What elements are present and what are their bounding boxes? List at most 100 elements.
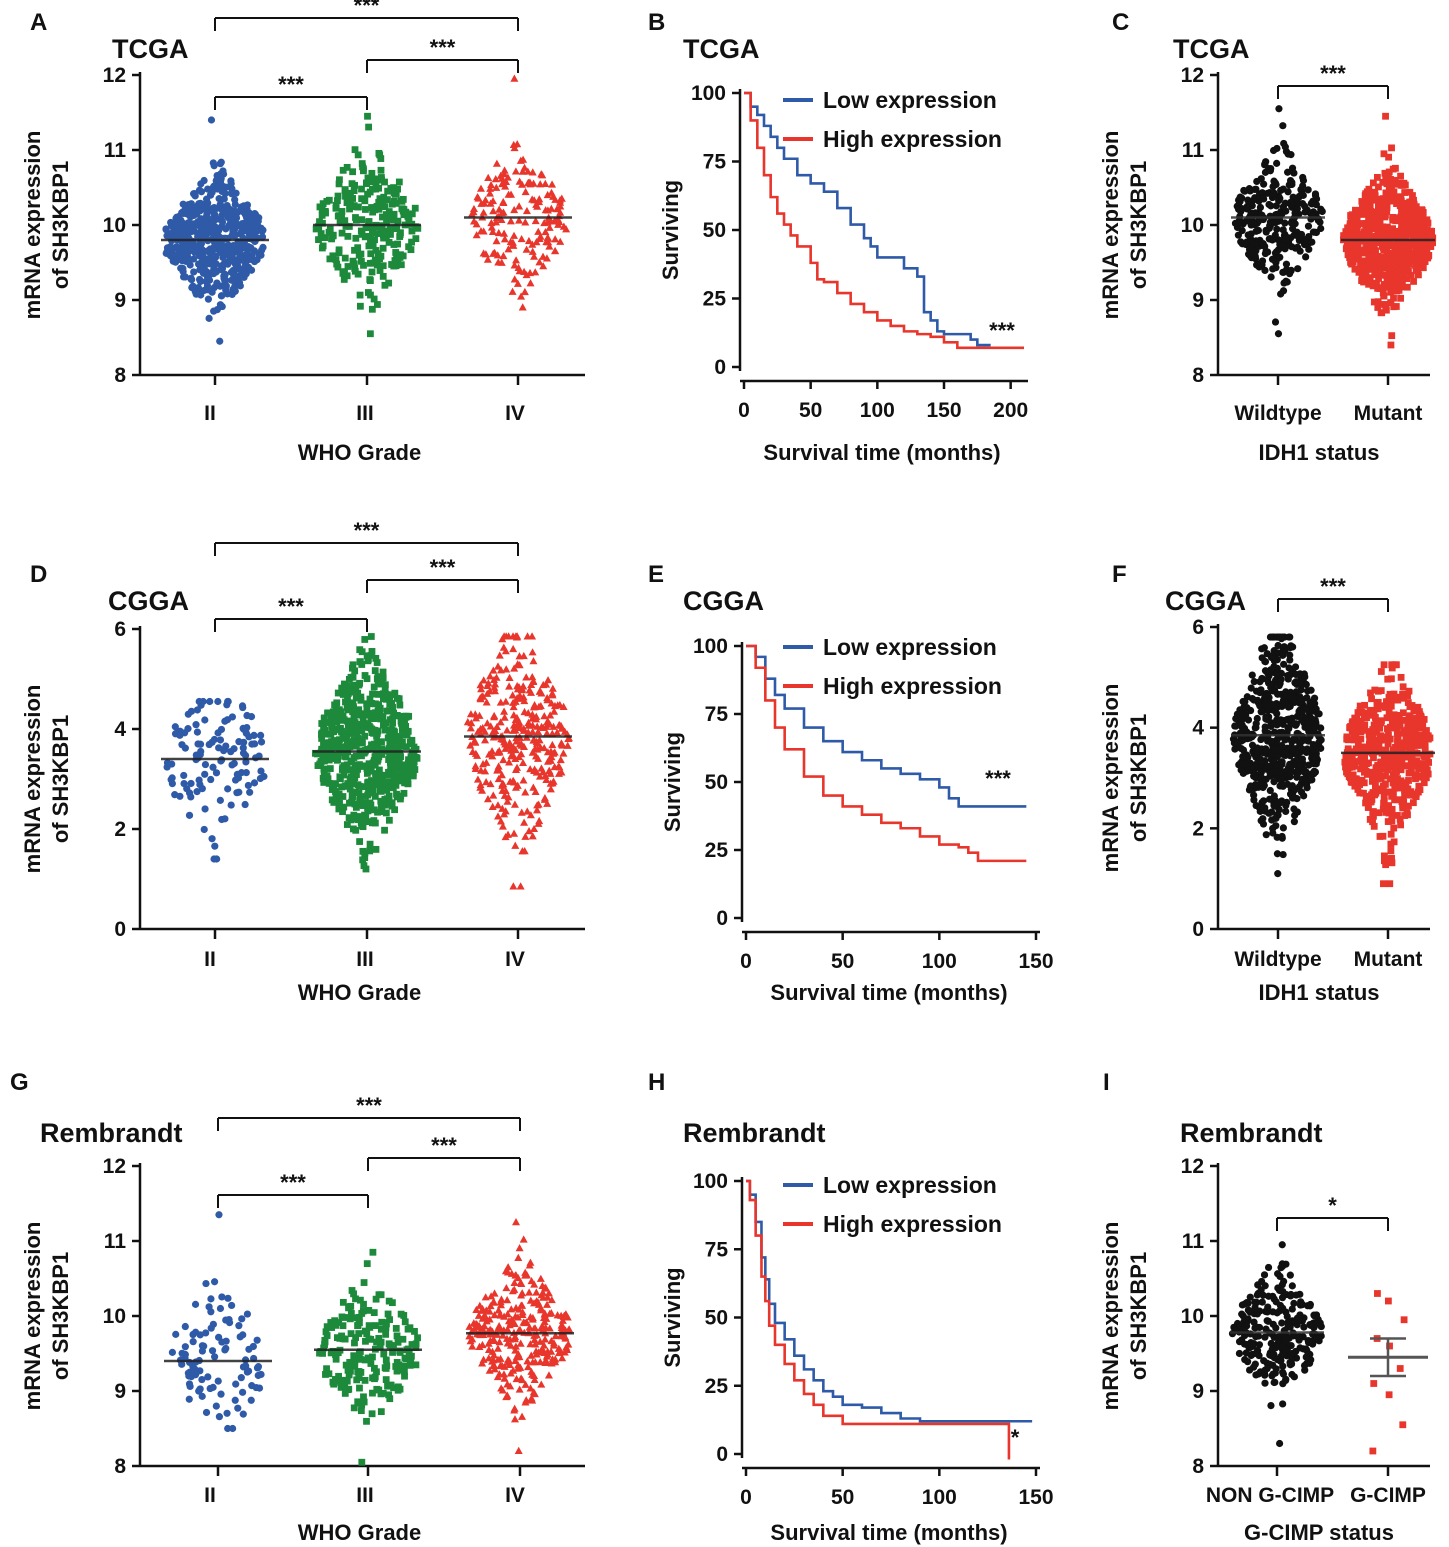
data-point [1283, 168, 1292, 176]
data-point [198, 245, 206, 254]
data-point [168, 760, 176, 768]
data-point [1346, 254, 1354, 261]
data-point [345, 719, 353, 727]
data-point [1278, 760, 1286, 768]
data-point [1363, 210, 1371, 218]
data-point [1258, 189, 1266, 197]
data-point [1381, 703, 1389, 711]
data-point [1405, 687, 1413, 695]
data-point [199, 697, 207, 706]
dataset-title: CGGA [1165, 586, 1246, 616]
data-point [334, 197, 341, 205]
data-point [530, 824, 539, 833]
data-point [403, 1355, 410, 1363]
data-point [358, 752, 365, 760]
y-axis-label-line: mRNA expression [20, 131, 45, 320]
data-point [318, 720, 326, 727]
data-point [1378, 309, 1386, 317]
data-point [358, 195, 366, 203]
data-point [371, 819, 379, 827]
data-point [544, 238, 553, 246]
data-point [235, 1322, 243, 1330]
data-point [1270, 778, 1278, 786]
data-point [502, 665, 511, 673]
data-point [1267, 202, 1275, 210]
data-point [243, 255, 252, 263]
data-point [347, 1330, 355, 1338]
data-point [365, 218, 373, 225]
data-point [366, 710, 373, 717]
data-point [179, 267, 187, 276]
data-point [344, 690, 352, 697]
data-point [1269, 824, 1277, 833]
data-point [1277, 675, 1285, 683]
data-point [512, 256, 521, 264]
data-point [1420, 779, 1428, 787]
data-point [392, 249, 400, 256]
data-point [192, 721, 200, 729]
data-point [1376, 724, 1384, 732]
data-point [1410, 232, 1417, 240]
data-point [381, 726, 389, 734]
data-point [1388, 817, 1396, 824]
data-point [229, 218, 237, 226]
data-point [525, 827, 534, 835]
data-point [1404, 722, 1412, 730]
data-point [355, 706, 363, 714]
data-point [520, 818, 529, 826]
data-point [1318, 207, 1326, 216]
data-point [1386, 735, 1394, 743]
data-point [530, 196, 539, 204]
data-point [528, 247, 537, 255]
data-point [530, 1375, 539, 1383]
data-point [519, 1235, 528, 1243]
data-point [236, 265, 244, 274]
y-tick-label: 12 [103, 64, 126, 87]
data-point [482, 758, 491, 766]
data-point [355, 681, 363, 689]
data-point [545, 1324, 554, 1332]
data-point [553, 205, 562, 213]
data-point [1239, 752, 1247, 761]
data-point [221, 745, 229, 753]
y-axis-label-line: of SH3KBP1 [48, 161, 73, 289]
data-point [316, 760, 324, 768]
data-point [1388, 859, 1396, 867]
data-point [379, 213, 386, 221]
data-point [247, 1396, 255, 1404]
data-point [1377, 212, 1385, 220]
data-point [1270, 701, 1278, 709]
data-point [1344, 747, 1352, 755]
data-point [398, 768, 406, 776]
data-point [250, 779, 259, 787]
data-point [347, 757, 355, 765]
data-point [360, 862, 368, 870]
significance-bracket: *** [366, 555, 519, 593]
data-point [344, 686, 352, 693]
data-point [543, 693, 552, 702]
data-point [358, 1401, 366, 1409]
data-point [1307, 686, 1315, 694]
data-point [1279, 850, 1287, 859]
data-point [485, 189, 494, 197]
data-point [495, 651, 504, 659]
data-point [239, 744, 247, 752]
data-point [526, 279, 535, 287]
data-point [378, 751, 386, 758]
data-point [1278, 832, 1286, 841]
data-point [1407, 717, 1414, 725]
data-point [329, 252, 337, 260]
data-point [1374, 203, 1382, 210]
data-point [1429, 234, 1437, 242]
data-point [1399, 709, 1407, 717]
data-point [494, 258, 503, 266]
data-point [505, 738, 514, 747]
data-point [382, 1356, 390, 1364]
data-point [1287, 198, 1295, 206]
data-point [489, 1336, 498, 1345]
data-point [1276, 799, 1284, 807]
y-tick-label: 9 [1192, 289, 1204, 312]
data-point [355, 1313, 363, 1321]
data-point [363, 1260, 371, 1268]
data-point [509, 644, 518, 653]
